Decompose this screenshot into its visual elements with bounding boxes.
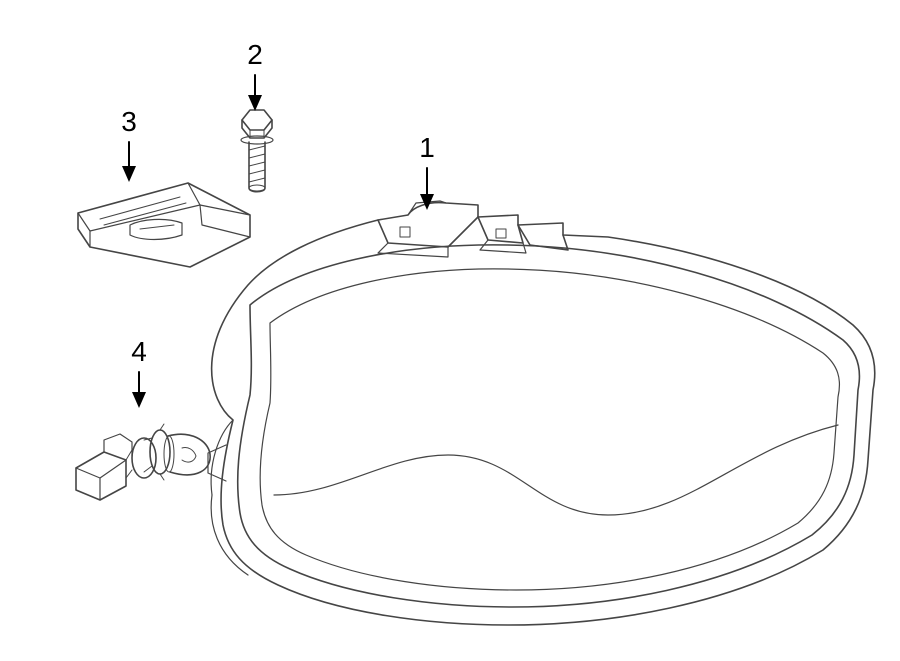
callout-3: 3: [120, 108, 138, 184]
headlamp-assembly: [178, 195, 878, 635]
mounting-bracket: [70, 175, 260, 275]
callout-4-label: 4: [131, 338, 147, 366]
callout-2: 2: [246, 41, 264, 113]
callout-arrow-icon: [418, 166, 436, 212]
callout-arrow-icon: [130, 370, 148, 410]
callout-1: 1: [418, 134, 436, 212]
callout-3-label: 3: [121, 108, 137, 136]
headlamp-bulb-socket: [70, 400, 220, 520]
callout-arrow-icon: [120, 140, 138, 184]
diagram-stage: 1 2 3 4: [0, 0, 900, 661]
callout-2-label: 2: [247, 41, 263, 69]
callout-4: 4: [130, 338, 148, 410]
callout-1-label: 1: [419, 134, 435, 162]
callout-arrow-icon: [246, 73, 264, 113]
